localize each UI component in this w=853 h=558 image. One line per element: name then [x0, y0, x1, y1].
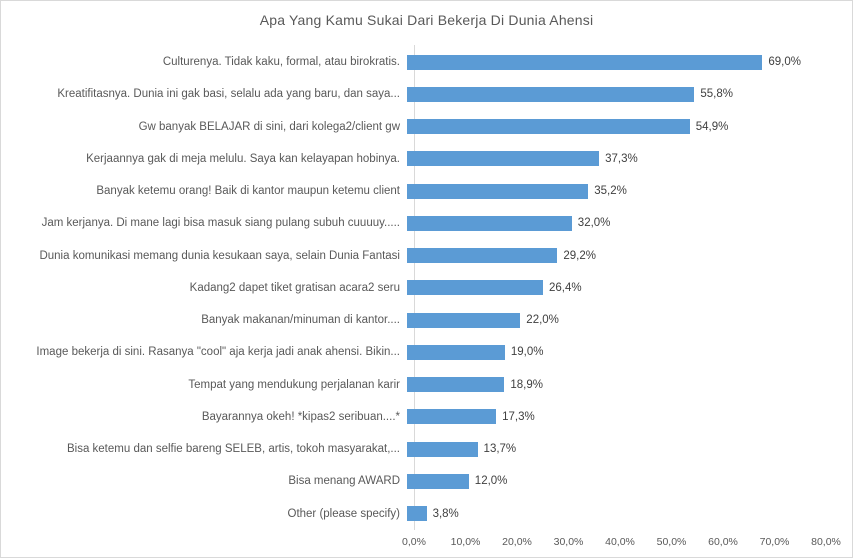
chart-row: Kreatifitasnya. Dunia ini gak basi, sela… — [1, 78, 852, 110]
bar-area: 26,4% — [407, 280, 819, 296]
chart-title: Apa Yang Kamu Sukai Dari Bekerja Di Duni… — [259, 12, 594, 28]
bar-area: 35,2% — [407, 183, 819, 199]
bar — [407, 473, 469, 489]
x-tick-label: 40,0% — [605, 536, 635, 548]
x-tick-label: 20,0% — [502, 536, 532, 548]
value-label: 35,2% — [594, 185, 627, 198]
chart-row: Jam kerjanya. Di mane lagi bisa masuk si… — [1, 207, 852, 239]
chart-row: Kerjaannya gak di meja melulu. Saya kan … — [1, 143, 852, 175]
value-label: 22,0% — [526, 314, 559, 327]
chart-row: Other (please specify) 3,8% — [1, 498, 852, 530]
chart-row: Bisa ketemu dan selfie bareng SELEB, art… — [1, 433, 852, 465]
value-label: 18,9% — [510, 378, 543, 391]
value-label: 3,8% — [432, 507, 459, 520]
x-tick-label: 70,0% — [759, 536, 790, 548]
bar-area: 69,0% — [407, 54, 819, 70]
x-tick-label: 50,0% — [656, 536, 687, 548]
plot-area: Culturenya. Tidak kaku, formal, atau bir… — [1, 46, 852, 530]
chart-row: Bayarannya okeh! *kipas2 seribuan....* 17… — [1, 401, 852, 433]
chart-row: Kadang2 dapet tiket gratisan acara2 seru… — [1, 272, 852, 304]
bar-area: 55,8% — [407, 86, 819, 102]
bar-area: 32,0% — [407, 215, 819, 231]
category-label: Other (please specify) — [287, 507, 401, 520]
bar-area: 18,9% — [407, 377, 819, 393]
x-tick-label: 80,0% — [811, 536, 841, 548]
value-label: 55,8% — [700, 88, 733, 101]
category-label: Image bekerja di sini. Rasanya "cool" aj… — [36, 346, 400, 359]
bar — [407, 119, 690, 135]
bar — [407, 54, 763, 70]
bar — [407, 248, 558, 264]
x-axis: 0,0% 10,0% 20,0% 30,0% 40,0% 50,0% 60,0% 70,0% 8… — [1, 536, 852, 552]
value-label: 17,3% — [502, 410, 535, 423]
value-label: 54,9% — [695, 120, 729, 133]
bar-area: 17,3% — [407, 409, 819, 425]
bar — [407, 280, 543, 296]
chart-row: Tempat yang mendukung perjalanan karir 18… — [1, 369, 852, 401]
chart-row: Gw banyak BELAJAR di sini, dari kolega2/… — [1, 111, 852, 143]
value-label: 26,4% — [548, 281, 582, 294]
chart-row: Bisa menang AWARD 12,0% — [1, 465, 852, 497]
bar-area: 29,2% — [407, 248, 819, 264]
category-label: Kerjaannya gak di meja melulu. Saya kan … — [86, 152, 400, 165]
bar — [407, 312, 521, 328]
category-label: Bisa menang AWARD — [288, 475, 400, 488]
category-label: Culturenya. Tidak kaku, formal, atau bir… — [162, 56, 400, 69]
bar — [407, 215, 572, 231]
bar — [407, 183, 589, 199]
category-label: Banyak ketemu orang! Baik di kantor maup… — [96, 185, 400, 198]
category-label: Banyak makanan/minuman di kantor.... — [201, 314, 400, 327]
chart-row: Banyak ketemu orang! Baik di kantor maup… — [1, 175, 852, 207]
bar-area: 54,9% — [407, 119, 819, 135]
category-label: Kreatifitasnya. Dunia ini gak basi, sela… — [57, 88, 400, 101]
x-tick-label: 0,0% — [402, 536, 426, 548]
value-label: 29,2% — [563, 249, 596, 262]
bar-area: 37,3% — [407, 151, 819, 167]
chart-row: Image bekerja di sini. Rasanya "cool" aj… — [1, 336, 852, 368]
bar-area: 3,8% — [407, 506, 819, 522]
x-tick-label: 30,0% — [553, 536, 584, 548]
category-label: Gw banyak BELAJAR di sini, dari kolega2/… — [138, 120, 400, 133]
chart-row: Culturenya. Tidak kaku, formal, atau bir… — [1, 46, 852, 78]
bar-area: 22,0% — [407, 312, 819, 328]
x-tick-label: 60,0% — [708, 536, 738, 548]
category-label: Kadang2 dapet tiket gratisan acara2 seru — [189, 281, 400, 294]
value-label: 69,0% — [768, 56, 801, 69]
value-label: 37,3% — [605, 152, 638, 165]
category-label: Jam kerjanya. Di mane lagi bisa masuk si… — [41, 217, 400, 230]
bar-area: 12,0% — [407, 473, 819, 489]
bar-area: 19,0% — [407, 344, 819, 360]
bar — [407, 441, 478, 457]
x-tick-label: 10,0% — [450, 536, 481, 548]
value-label: 12,0% — [474, 475, 508, 488]
chart-row: Dunia komunikasi memang dunia kesukaan s… — [1, 240, 852, 272]
value-label: 19,0% — [510, 346, 544, 359]
bar — [407, 151, 600, 167]
category-label: Dunia komunikasi memang dunia kesukaan s… — [39, 249, 400, 262]
chart-row: Banyak makanan/minuman di kantor.... 22,0… — [1, 304, 852, 336]
bar — [407, 409, 497, 425]
bar — [407, 86, 695, 102]
bar — [407, 377, 505, 393]
bar-area: 13,7% — [407, 441, 819, 457]
bar — [407, 344, 505, 360]
value-label: 13,7% — [483, 443, 517, 456]
category-label: Tempat yang mendukung perjalanan karir — [188, 378, 400, 391]
value-label: 32,0% — [577, 217, 611, 230]
category-label: Bisa ketemu dan selfie bareng SELEB, art… — [66, 443, 400, 456]
bar — [407, 506, 427, 522]
category-label: Bayarannya okeh! *kipas2 seribuan....* — [201, 410, 400, 423]
